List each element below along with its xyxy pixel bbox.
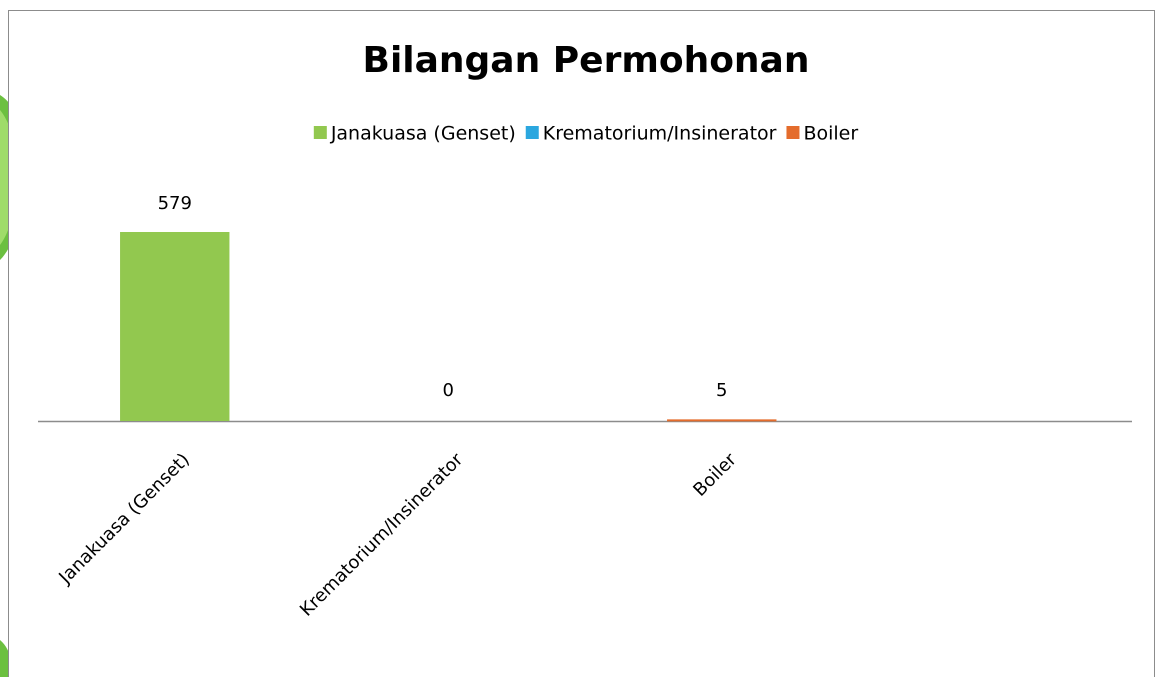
legend-swatch bbox=[314, 126, 327, 139]
legend-swatch bbox=[526, 126, 539, 139]
legend-label: Krematorium/Insinerator bbox=[543, 123, 777, 145]
data-label: 0 bbox=[443, 380, 454, 401]
chart-title: Bilangan Permohonan bbox=[363, 40, 810, 81]
legend-label: Janakuasa (Genset) bbox=[330, 123, 516, 145]
data-label: 579 bbox=[158, 193, 192, 214]
bar bbox=[120, 232, 229, 421]
bar bbox=[667, 419, 776, 421]
legend-label: Boiler bbox=[803, 123, 858, 145]
data-label: 5 bbox=[716, 380, 727, 401]
legend-swatch bbox=[786, 126, 799, 139]
chart: Bilangan Permohonan Janakuasa (Genset) Kr… bbox=[0, 0, 1156, 677]
